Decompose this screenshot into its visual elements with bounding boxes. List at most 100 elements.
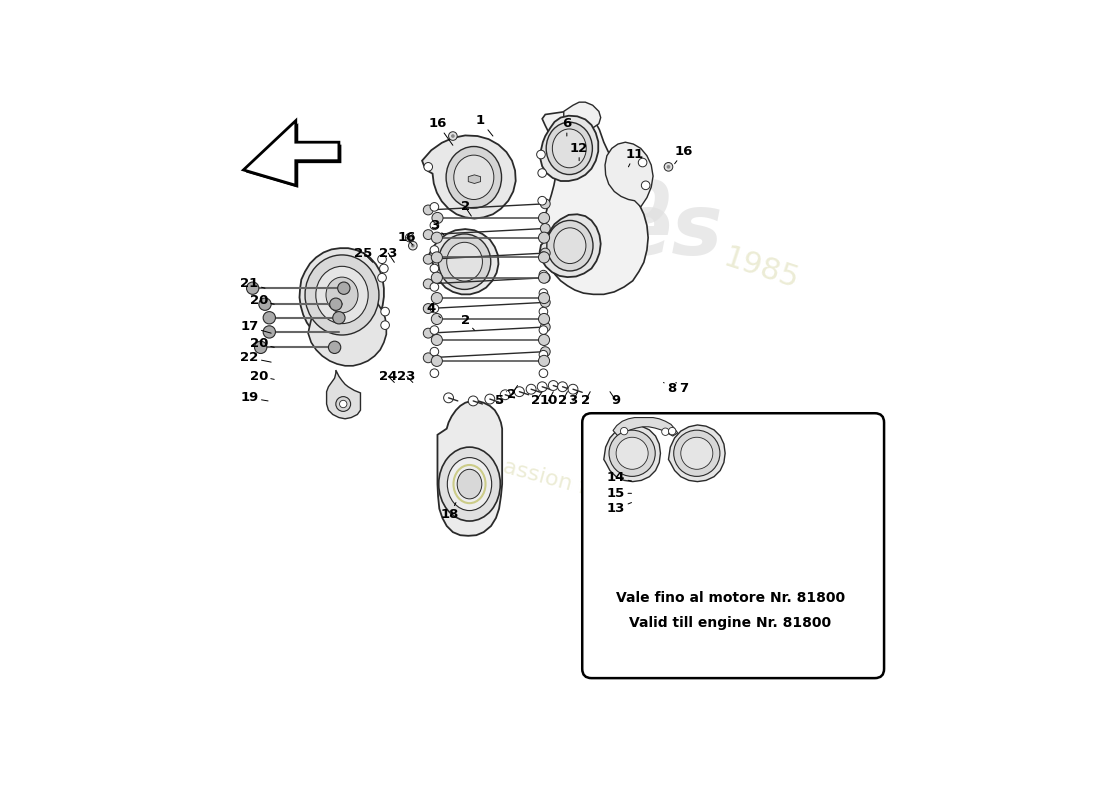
Circle shape (432, 213, 443, 223)
Text: a passion for parts: a passion for parts (466, 447, 673, 521)
Polygon shape (327, 370, 361, 418)
Text: 13: 13 (607, 502, 631, 515)
Circle shape (424, 162, 432, 171)
Circle shape (430, 326, 439, 334)
Ellipse shape (554, 228, 586, 263)
Circle shape (540, 248, 550, 258)
Circle shape (424, 279, 433, 289)
Text: 15: 15 (607, 487, 631, 500)
Circle shape (430, 304, 439, 313)
Circle shape (540, 223, 550, 234)
Circle shape (430, 369, 439, 378)
Circle shape (424, 230, 433, 239)
Circle shape (430, 221, 439, 230)
Text: 2: 2 (558, 392, 568, 407)
Circle shape (431, 252, 442, 263)
Text: 18: 18 (441, 502, 459, 522)
Text: 2: 2 (531, 392, 542, 407)
Polygon shape (540, 116, 598, 181)
Text: 1985: 1985 (719, 242, 802, 294)
Polygon shape (540, 214, 601, 277)
Ellipse shape (326, 277, 358, 313)
Text: 11: 11 (626, 148, 644, 167)
Text: 2: 2 (581, 392, 591, 407)
Text: 25: 25 (354, 246, 373, 262)
Circle shape (539, 252, 548, 261)
Text: 3: 3 (430, 219, 443, 234)
Text: 2: 2 (507, 386, 517, 402)
Circle shape (638, 158, 647, 167)
Text: 20: 20 (250, 337, 274, 350)
Circle shape (539, 326, 548, 334)
Ellipse shape (316, 266, 369, 324)
Text: es: es (614, 190, 724, 273)
Polygon shape (542, 111, 648, 294)
Circle shape (430, 202, 439, 211)
Circle shape (254, 341, 267, 354)
Ellipse shape (673, 430, 719, 476)
Circle shape (424, 303, 433, 314)
Circle shape (485, 394, 495, 404)
Polygon shape (669, 425, 725, 482)
Circle shape (539, 270, 548, 279)
Circle shape (408, 236, 411, 239)
Circle shape (246, 282, 258, 294)
Circle shape (424, 205, 433, 215)
Circle shape (449, 132, 458, 140)
Text: Valid till engine Nr. 81800: Valid till engine Nr. 81800 (629, 616, 832, 630)
Circle shape (539, 350, 548, 359)
Circle shape (431, 314, 442, 325)
Text: Vale fino al motore Nr. 81800: Vale fino al motore Nr. 81800 (616, 591, 845, 605)
Circle shape (330, 298, 342, 310)
Circle shape (377, 274, 386, 282)
Circle shape (411, 244, 415, 247)
Text: 24: 24 (379, 370, 397, 382)
Circle shape (539, 232, 550, 243)
Circle shape (539, 252, 550, 263)
FancyBboxPatch shape (582, 414, 884, 678)
Circle shape (669, 427, 675, 435)
Circle shape (620, 427, 628, 435)
Ellipse shape (448, 458, 492, 510)
Ellipse shape (681, 438, 713, 470)
Circle shape (377, 255, 386, 263)
Ellipse shape (454, 155, 494, 199)
Polygon shape (246, 123, 341, 188)
Text: 16: 16 (428, 118, 453, 146)
Circle shape (539, 369, 548, 378)
Circle shape (381, 321, 389, 330)
Text: 7: 7 (675, 382, 689, 395)
Circle shape (431, 334, 442, 346)
Polygon shape (604, 425, 660, 482)
Circle shape (340, 400, 346, 408)
Circle shape (662, 428, 669, 435)
Circle shape (430, 347, 439, 356)
Circle shape (667, 165, 670, 169)
Circle shape (539, 234, 548, 242)
Text: 23: 23 (397, 370, 416, 382)
Circle shape (431, 293, 442, 303)
Text: 20: 20 (250, 370, 274, 382)
Text: 2: 2 (461, 200, 471, 216)
Circle shape (500, 390, 510, 400)
Circle shape (537, 150, 546, 159)
Text: 10: 10 (539, 392, 558, 407)
Ellipse shape (552, 129, 586, 168)
Circle shape (641, 181, 650, 190)
Text: 1: 1 (476, 114, 493, 136)
Circle shape (540, 199, 550, 209)
Text: 9: 9 (609, 392, 620, 407)
Circle shape (568, 384, 578, 394)
Circle shape (537, 382, 547, 392)
Ellipse shape (439, 447, 500, 521)
Circle shape (451, 134, 454, 138)
Text: b: b (616, 164, 671, 238)
Circle shape (424, 353, 433, 362)
Polygon shape (613, 418, 678, 436)
Ellipse shape (547, 221, 593, 271)
Circle shape (540, 322, 550, 332)
Circle shape (430, 282, 439, 291)
Text: 5: 5 (495, 392, 506, 407)
Polygon shape (422, 135, 516, 218)
Circle shape (443, 393, 453, 402)
